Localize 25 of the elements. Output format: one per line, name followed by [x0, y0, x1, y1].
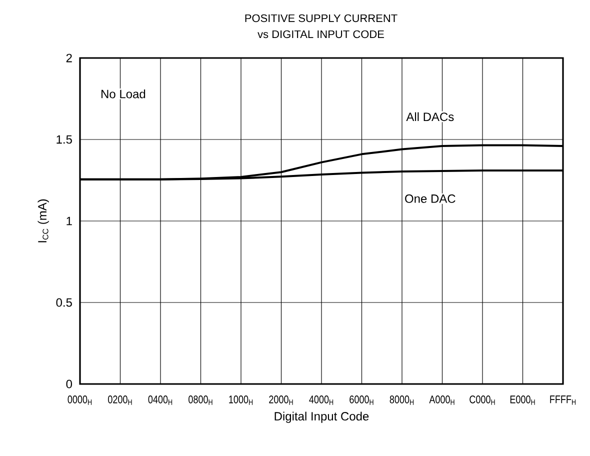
x-tick-label: 0400$_{H}$: [148, 396, 172, 405]
x-axis-title: Digital Input Code: [274, 412, 369, 423]
x-tick-label: 6000$_{H}$: [350, 396, 374, 405]
annotation: No Load: [102, 89, 146, 98]
x-tick-label: FFFF$_{H}$: [550, 396, 576, 405]
y-tick-label: 0: [66, 380, 72, 388]
y-tick-label: 1: [66, 216, 72, 226]
series-label: One DAC: [405, 194, 456, 203]
chart-subtitle: vs DIGITAL INPUT CODE: [258, 30, 384, 38]
x-tick-label: E000$_{H}$: [510, 396, 535, 405]
x-tick-label: C000$_{H}$: [470, 396, 495, 405]
x-tick-label: 8000$_{H}$: [390, 396, 414, 405]
y-axis-title: I$_{CC}$ (mA): [38, 199, 49, 242]
x-tick-label: 0200$_{H}$: [108, 396, 132, 405]
text: All DACs: [406, 112, 454, 122]
x-tick-label: 1000$_{H}$: [229, 396, 253, 405]
x-tick-label: 0000$_{H}$: [68, 396, 92, 405]
x-tick-label: 0800$_{H}$: [188, 396, 212, 405]
x-tick-label: A000$_{H}$: [429, 396, 454, 405]
y-tick-label: 1.5: [56, 135, 72, 144]
x-tick-label: 4000$_{H}$: [309, 396, 334, 405]
y-tick-label: 0.5: [56, 298, 72, 307]
y-tick-label: 2: [66, 54, 72, 62]
x-tick-label: 2000$_{H}$: [269, 396, 293, 405]
chart-title: POSITIVE SUPPLY CURRENT: [245, 14, 398, 22]
